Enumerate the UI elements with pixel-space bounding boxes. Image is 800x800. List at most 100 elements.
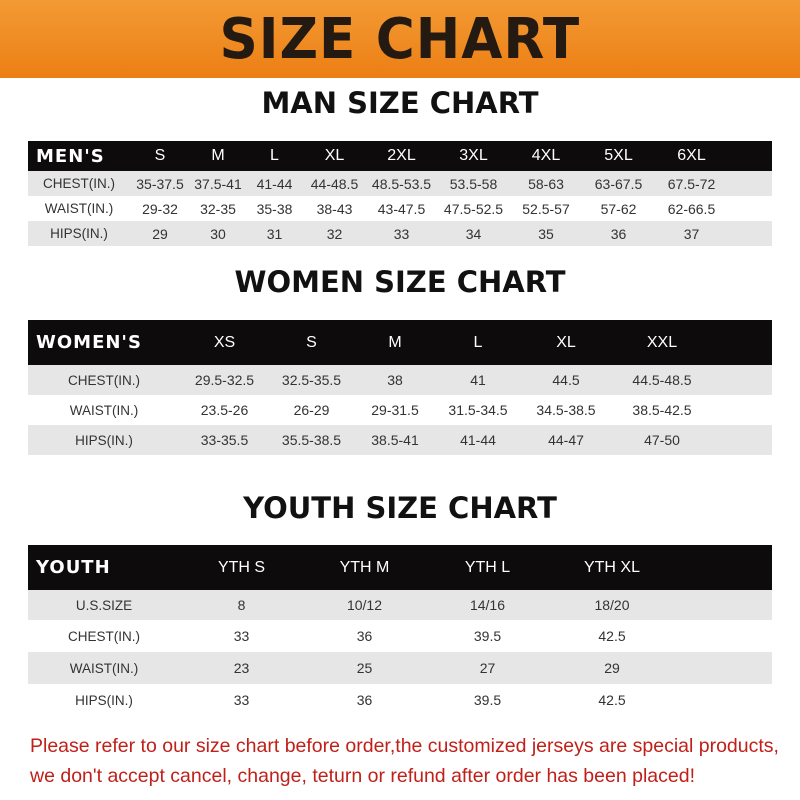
cell: 27 [479, 660, 496, 676]
cell: 44.5 [552, 372, 580, 388]
cell: 2XL [387, 147, 416, 164]
cell: 31.5-34.5 [448, 402, 508, 418]
cell: 18/20 [594, 597, 630, 613]
cell: 36 [610, 225, 627, 242]
table-row: WAIST(IN.) 29-32 32-35 35-38 38-43 43-47.5 47.… [28, 196, 772, 221]
cell: 38.5-41 [371, 432, 419, 448]
cell: 33-35.5 [200, 432, 249, 448]
cell: 29-31.5 [371, 402, 419, 418]
cell: 67.5-72 [667, 175, 716, 192]
cell: 5XL [604, 147, 633, 164]
cell: 33 [233, 692, 250, 708]
row-label: WAIST(IN.) [44, 201, 114, 216]
cell: 41-44 [256, 175, 293, 192]
row-label: WAIST(IN.) [69, 402, 139, 418]
cell: 4XL [531, 147, 561, 164]
banner-title: SIZE CHART [219, 6, 581, 72]
cell: 48.5-53.5 [371, 175, 432, 192]
cell: 3XL [459, 147, 488, 164]
cell: 34.5-38.5 [536, 402, 596, 418]
table-row: WAIST(IN.) 23 25 27 29 [28, 652, 772, 684]
cell: 44-47 [548, 432, 584, 448]
cell: 36 [356, 692, 373, 708]
cell: 35.5-38.5 [281, 432, 342, 448]
cell: XXL [646, 333, 678, 351]
table-row: HIPS(IN.) 33-35.5 35.5-38.5 38.5-41 41-44 44-… [28, 425, 772, 455]
cell: 14/16 [469, 597, 506, 613]
men-size-table: MEN'S S M L XL 2XL 3XL 4XL 5XL 6XL CHEST(IN.) 35-37… [28, 141, 772, 246]
row-label: CHEST(IN.) [68, 628, 140, 644]
cell: 57-62 [600, 200, 637, 217]
cell: 23.5-26 [200, 402, 249, 418]
cell: 42.5 [598, 692, 626, 708]
cell: 44.5-48.5 [632, 372, 692, 388]
youth-title: YOUTH SIZE CHART [243, 491, 557, 525]
cell: 35 [538, 225, 554, 242]
cell: 23 [233, 660, 250, 676]
table-row: U.S.SIZE 8 10/12 14/16 18/20 [28, 590, 772, 620]
table-header-row: YOUTH YTH S YTH M YTH L YTH XL [28, 545, 772, 590]
row-label: HIPS(IN.) [75, 692, 133, 708]
cell: 43-47.5 [377, 200, 426, 217]
cell: 47.5-52.5 [443, 200, 504, 217]
cell: 29.5-32.5 [194, 372, 255, 388]
row-label: WOMEN'S [36, 332, 142, 353]
cell: 32.5-35.5 [281, 372, 342, 388]
cell: 63-67.5 [594, 175, 643, 192]
cell: 53.5-58 [449, 175, 498, 192]
youth-size-table: YOUTH YTH S YTH M YTH L YTH XL U.S.SIZE 8 10/12… [28, 545, 772, 716]
cell: 33 [233, 628, 250, 644]
table-row: HIPS(IN.) 33 36 39.5 42.5 [28, 684, 772, 716]
cell: M [388, 333, 402, 351]
cell: 35-37.5 [136, 175, 184, 192]
cell: 29 [152, 225, 168, 242]
row-label: WAIST(IN.) [69, 660, 139, 676]
cell: YTH XL [583, 558, 640, 576]
table-row: CHEST(IN.) 29.5-32.5 32.5-35.5 38 41 44.5 44.5… [28, 365, 772, 395]
table-row: WAIST(IN.) 23.5-26 26-29 29-31.5 31.5-34.5 34… [28, 395, 772, 425]
notice-line-1: Please refer to our size chart before or… [30, 735, 779, 757]
cell: YTH S [217, 558, 266, 576]
cell: 31 [266, 225, 283, 242]
row-label: HIPS(IN.) [50, 226, 108, 241]
cell: 10/12 [346, 597, 383, 613]
cell: YTH M [339, 558, 390, 576]
cell: 37.5-41 [194, 175, 242, 192]
cell: 52.5-57 [522, 200, 570, 217]
cell: 47-50 [644, 432, 680, 448]
table-row: CHEST(IN.) 35-37.5 37.5-41 41-44 44-48.5 48.5… [28, 171, 772, 196]
cell: YTH L [464, 558, 511, 576]
cell: 39.5 [473, 628, 502, 644]
cell: S [306, 333, 317, 351]
men-title: MAN SIZE CHART [261, 86, 539, 120]
table-row: CHEST(IN.) 33 36 39.5 42.5 [28, 620, 772, 652]
cell: 36 [356, 628, 373, 644]
cell: 30 [210, 225, 226, 242]
cell: M [211, 147, 225, 164]
cell: 33 [393, 225, 410, 242]
cell: XL [556, 333, 576, 351]
cell: XL [324, 147, 345, 164]
cell: 29-32 [142, 200, 178, 217]
cell: 8 [237, 597, 246, 613]
cell: 38-43 [316, 200, 353, 217]
women-size-table: WOMEN'S XS S M L XL XXL CHEST(IN.) 29.5-32.5 32.5… [28, 320, 772, 455]
cell: 41 [470, 372, 486, 388]
women-title: WOMEN SIZE CHART [234, 265, 566, 299]
cell: 32 [326, 225, 343, 242]
notice-line-2: we don't accept cancel, change, teturn o… [30, 765, 695, 787]
cell: XS [213, 333, 236, 351]
table-header-row: MEN'S S M L XL 2XL 3XL 4XL 5XL 6XL [28, 141, 772, 171]
cell: 25 [356, 660, 373, 676]
cell: L [473, 333, 483, 351]
cell: 44-48.5 [310, 175, 359, 192]
cell: L [270, 147, 279, 164]
size-chart-banner: SIZE CHART [0, 0, 800, 78]
cell: S [154, 147, 166, 164]
cell: 32-35 [200, 200, 236, 217]
row-label: CHEST(IN.) [68, 372, 140, 388]
cell: 34 [465, 225, 482, 242]
row-label: HIPS(IN.) [75, 432, 133, 448]
cell: 26-29 [293, 402, 330, 418]
cell: 41-44 [460, 432, 496, 448]
